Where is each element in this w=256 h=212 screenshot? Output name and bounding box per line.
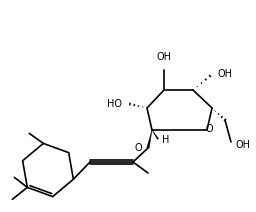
Text: H: H xyxy=(162,135,169,145)
Text: OH: OH xyxy=(156,52,172,62)
Text: OH: OH xyxy=(218,69,233,79)
Polygon shape xyxy=(147,130,152,148)
Text: O: O xyxy=(134,143,142,153)
Text: OH: OH xyxy=(236,140,251,150)
Text: HO: HO xyxy=(107,99,122,109)
Polygon shape xyxy=(152,130,159,139)
Text: O: O xyxy=(205,124,213,134)
